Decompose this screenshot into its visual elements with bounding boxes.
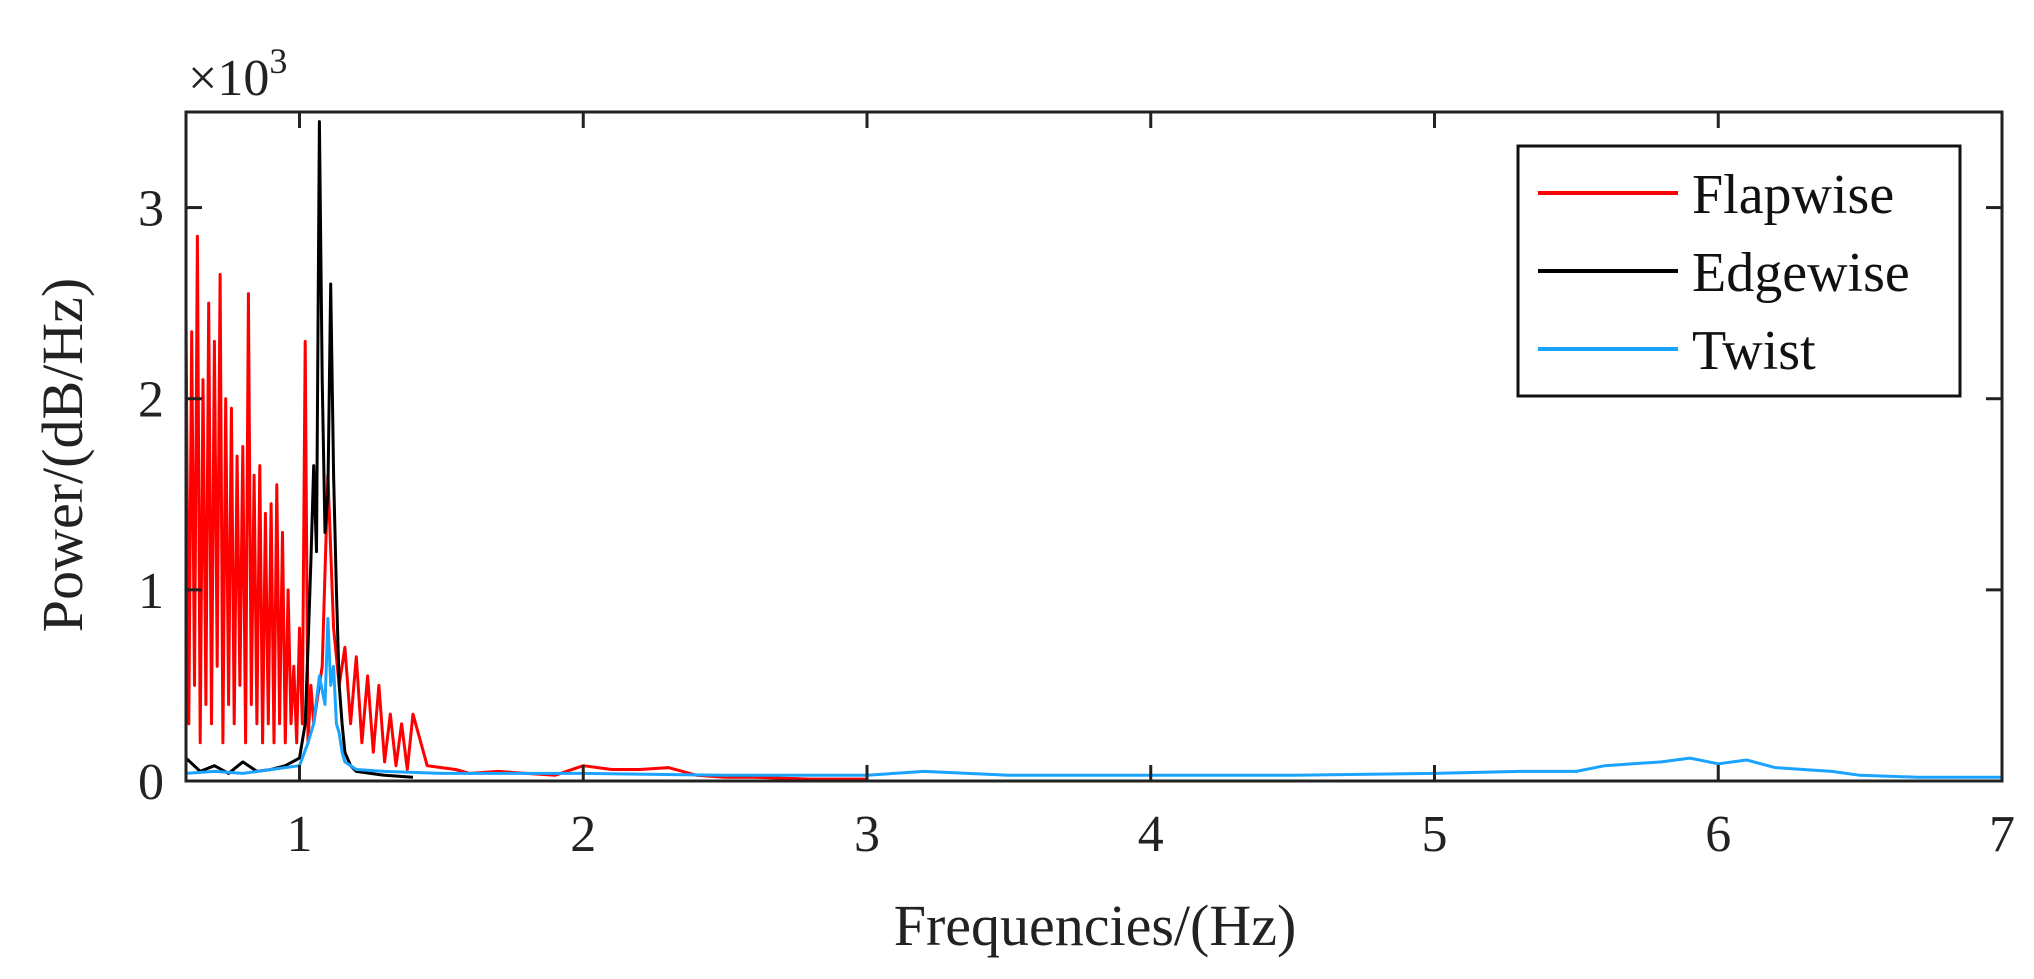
y-tick-label: 0 (138, 754, 164, 811)
series-layer (186, 120, 2002, 781)
axes-layer (184, 110, 2004, 783)
x-tick-label: 6 (1705, 806, 1731, 863)
x-tick-label: 2 (570, 806, 596, 863)
legend-label-flapwise: Flapwise (1692, 164, 1894, 226)
x-tick-label: 5 (1422, 806, 1448, 863)
legend-label-twist: Twist (1692, 320, 1816, 382)
legend-label-edgewise: Edgewise (1692, 242, 1910, 304)
x-tick-label: 7 (1989, 806, 2015, 863)
series-line-flapwise (186, 234, 867, 781)
series-line-edgewise (186, 120, 414, 779)
series-line-twist (186, 617, 2002, 779)
x-tick-label: 4 (1138, 806, 1164, 863)
y-axis-label: Power/(dB/Hz) (30, 278, 95, 632)
ticks-layer: 1 2 3 4 5 6 7 0 1 2 3 (138, 112, 2015, 863)
plot-frame (184, 110, 2004, 783)
x-axis-label: Frequencies/(Hz) (894, 893, 1297, 958)
y-tick-label: 1 (138, 563, 164, 620)
x-tick-label: 1 (287, 806, 313, 863)
y-tick-label: 3 (138, 181, 164, 238)
legend: Flapwise Edgewise Twist (1516, 144, 1962, 398)
y-multiplier-base: ×10 (188, 50, 269, 107)
x-tick-label: 3 (854, 806, 880, 863)
y-tick-label: 2 (138, 372, 164, 429)
y-multiplier-exponent: 3 (269, 41, 287, 81)
y-multiplier: ×103 (188, 41, 287, 107)
